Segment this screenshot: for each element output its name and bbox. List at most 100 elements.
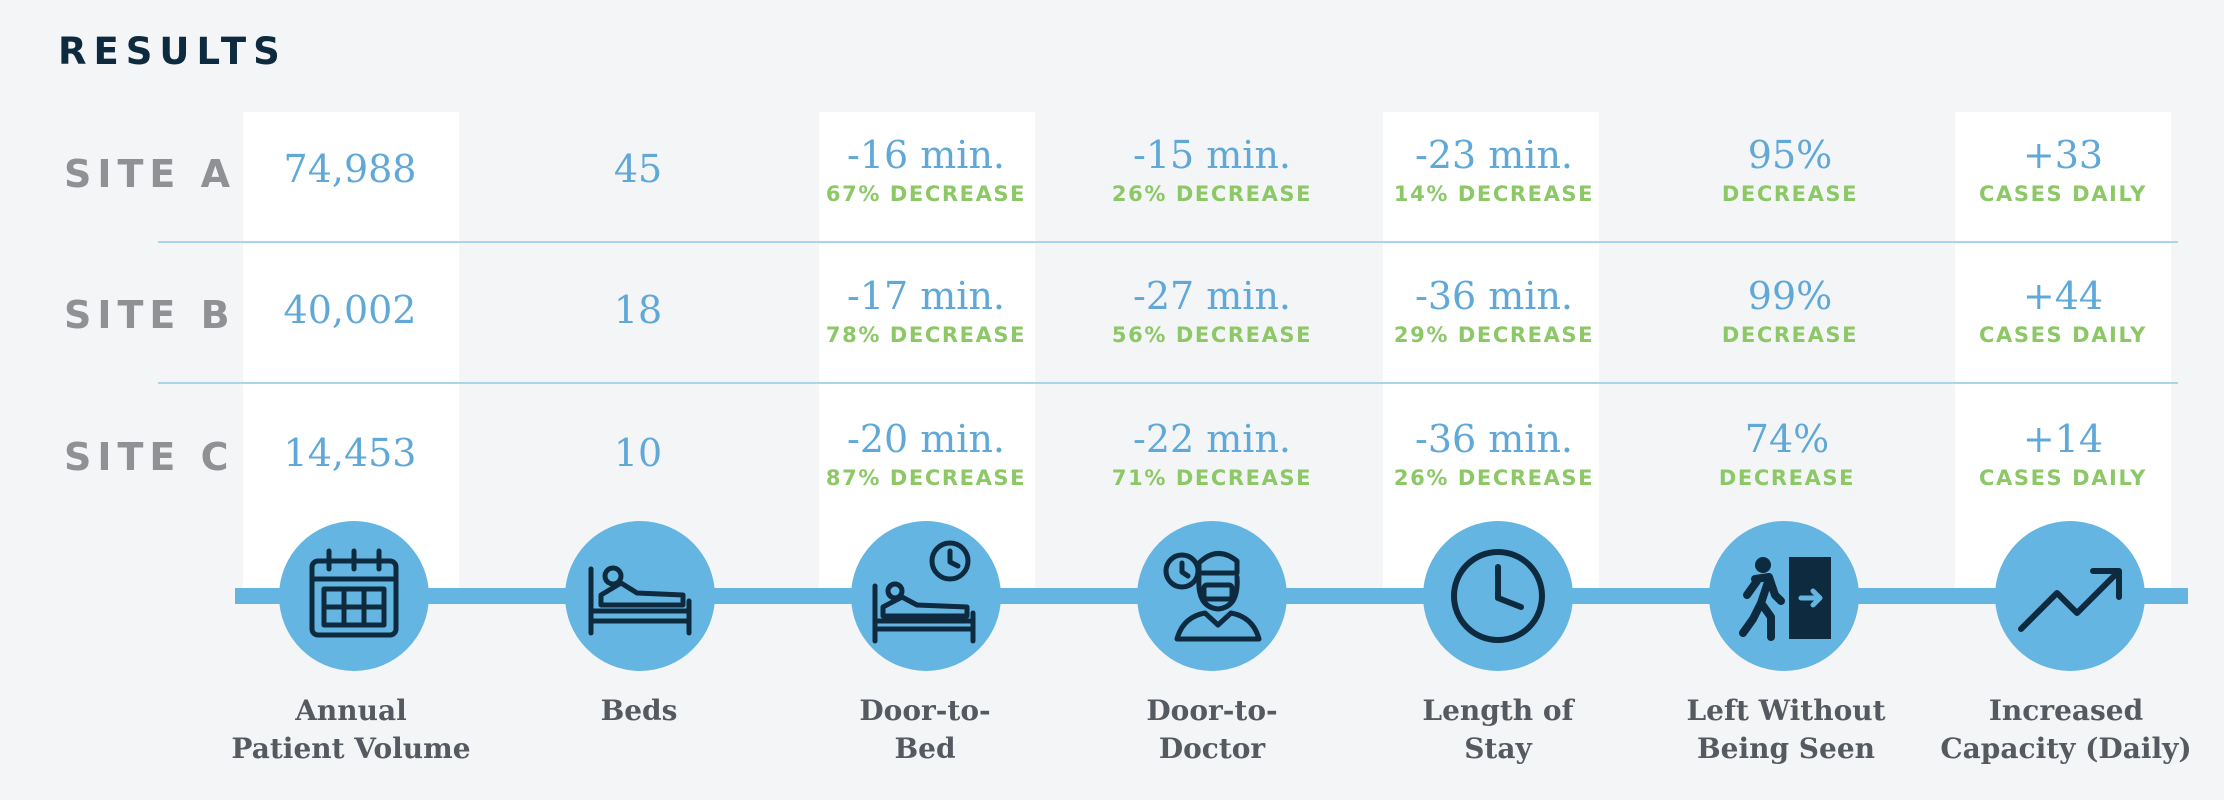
label-line: Bed	[894, 732, 956, 765]
cell-site-a-door-to-doctor: -15 min. 26% DECREASE	[1072, 131, 1352, 209]
cell-value: -36 min.	[1414, 274, 1573, 318]
label-line: Annual	[295, 694, 407, 727]
cell-value: -22 min.	[1132, 417, 1291, 461]
cell-site-c-annual-volume: 14,453	[210, 429, 490, 477]
hospital-bed-icon	[588, 565, 692, 636]
cell-value: +33	[2022, 133, 2104, 177]
cell-site-c-left-without-seen: 74% DECREASE	[1647, 415, 1927, 493]
label-line: Left Without	[1686, 694, 1886, 727]
cell-value: 74%	[1744, 417, 1830, 461]
label-line: Door-to-	[1146, 694, 1278, 727]
cell-sub: 87% DECREASE	[825, 466, 1027, 490]
column-panel-length-of-stay	[1383, 112, 1599, 590]
cell-site-b-capacity: +44 CASES DAILY	[1923, 272, 2203, 350]
cell-value: -27 min.	[1132, 274, 1291, 318]
label-line: Door-to-	[859, 694, 991, 727]
label-line: Beds	[600, 694, 678, 727]
cell-value: +14	[2022, 417, 2104, 461]
cell-value: -15 min.	[1132, 133, 1291, 177]
label-line: Capacity (Daily)	[1940, 732, 2192, 765]
cell-sub: 78% DECREASE	[825, 323, 1027, 347]
cell-sub: CASES DAILY	[1979, 182, 2147, 206]
label-line: Being Seen	[1696, 732, 1875, 765]
cell-sub: 26% DECREASE	[1393, 466, 1595, 490]
cell-value: 18	[613, 288, 663, 332]
doctor-with-clock-icon	[1163, 551, 1262, 642]
cell-value: 14,453	[283, 431, 417, 475]
cell-site-c-length-of-stay: -36 min. 26% DECREASE	[1354, 415, 1634, 493]
site-label-b: SITE B	[64, 293, 236, 337]
cell-sub: DECREASE	[1721, 323, 1859, 347]
cell-site-a-capacity: +33 CASES DAILY	[1923, 131, 2203, 209]
column-panel-door-to-bed	[819, 112, 1035, 590]
cell-sub: 29% DECREASE	[1393, 323, 1595, 347]
cell-sub: DECREASE	[1721, 182, 1859, 206]
bed-with-clock-icon	[872, 540, 976, 644]
cell-value: -23 min.	[1414, 133, 1573, 177]
cell-site-b-door-to-bed: -17 min. 78% DECREASE	[786, 272, 1066, 350]
cell-value: +44	[2022, 274, 2104, 318]
cell-sub: 26% DECREASE	[1111, 182, 1313, 206]
label-line: Increased	[1988, 694, 2144, 727]
cell-sub: DECREASE	[1718, 466, 1856, 490]
icon-circle-left-without-seen	[1709, 521, 1859, 671]
cell-sub: 56% DECREASE	[1111, 323, 1313, 347]
row-divider	[158, 382, 2178, 384]
cell-value: 45	[613, 147, 663, 191]
column-label-door-to-bed: Door-to- Bed	[775, 692, 1075, 768]
cell-site-b-length-of-stay: -36 min. 29% DECREASE	[1354, 272, 1634, 350]
icon-circle-capacity	[1995, 521, 2145, 671]
cell-sub: 71% DECREASE	[1111, 466, 1313, 490]
column-label-beds: Beds	[489, 692, 789, 730]
column-panel-annual-volume	[243, 112, 459, 590]
icon-circle-door-to-doctor	[1137, 521, 1287, 671]
cell-value: -17 min.	[846, 274, 1005, 318]
label-line: Length of	[1422, 694, 1574, 727]
cell-value: -20 min.	[846, 417, 1005, 461]
icon-circle-door-to-bed	[851, 521, 1001, 671]
icon-circle-annual-volume	[279, 521, 429, 671]
cell-site-b-beds: 18	[498, 286, 778, 334]
cell-site-b-door-to-doctor: -27 min. 56% DECREASE	[1072, 272, 1352, 350]
page-title: RESULTS	[58, 30, 287, 73]
label-line: Patient Volume	[231, 732, 471, 765]
column-label-length-of-stay: Length of Stay	[1348, 692, 1648, 768]
cell-site-a-door-to-bed: -16 min. 67% DECREASE	[786, 131, 1066, 209]
cell-sub: 67% DECREASE	[825, 182, 1027, 206]
column-label-left-without-seen: Left Without Being Seen	[1636, 692, 1936, 768]
exit-door-icon	[1739, 557, 1831, 641]
cell-sub: CASES DAILY	[1979, 323, 2147, 347]
column-panel-capacity	[1955, 112, 2171, 590]
cell-site-a-length-of-stay: -23 min. 14% DECREASE	[1354, 131, 1634, 209]
calendar-icon	[309, 548, 399, 638]
cell-sub: 14% DECREASE	[1393, 182, 1595, 206]
row-divider	[158, 241, 2178, 243]
cell-site-c-door-to-doctor: -22 min. 71% DECREASE	[1072, 415, 1352, 493]
cell-site-b-left-without-seen: 99% DECREASE	[1650, 272, 1930, 350]
column-label-annual-volume: Annual Patient Volume	[201, 692, 501, 768]
label-line: Doctor	[1158, 732, 1266, 765]
site-label-c: SITE C	[64, 435, 235, 479]
column-label-capacity: Increased Capacity (Daily)	[1916, 692, 2216, 768]
cell-site-a-left-without-seen: 95% DECREASE	[1650, 131, 1930, 209]
trend-up-icon	[2018, 568, 2122, 632]
cell-site-a-beds: 45	[498, 145, 778, 193]
icon-circle-beds	[565, 521, 715, 671]
label-line: Stay	[1464, 732, 1532, 765]
column-label-door-to-doctor: Door-to- Doctor	[1062, 692, 1362, 768]
cell-value: 40,002	[283, 288, 417, 332]
cell-site-a-annual-volume: 74,988	[210, 145, 490, 193]
icon-circle-length-of-stay	[1423, 521, 1573, 671]
cell-site-c-door-to-bed: -20 min. 87% DECREASE	[786, 415, 1066, 493]
cell-value: 95%	[1747, 133, 1833, 177]
cell-site-b-annual-volume: 40,002	[210, 286, 490, 334]
cell-value: -16 min.	[846, 133, 1005, 177]
cell-site-c-capacity: +14 CASES DAILY	[1923, 415, 2203, 493]
clock-icon	[1451, 549, 1545, 643]
cell-sub: CASES DAILY	[1979, 466, 2147, 490]
cell-value: 99%	[1747, 274, 1833, 318]
cell-value: -36 min.	[1414, 417, 1573, 461]
cell-value: 10	[613, 431, 663, 475]
cell-value: 74,988	[283, 147, 417, 191]
site-label-a: SITE A	[64, 152, 237, 196]
